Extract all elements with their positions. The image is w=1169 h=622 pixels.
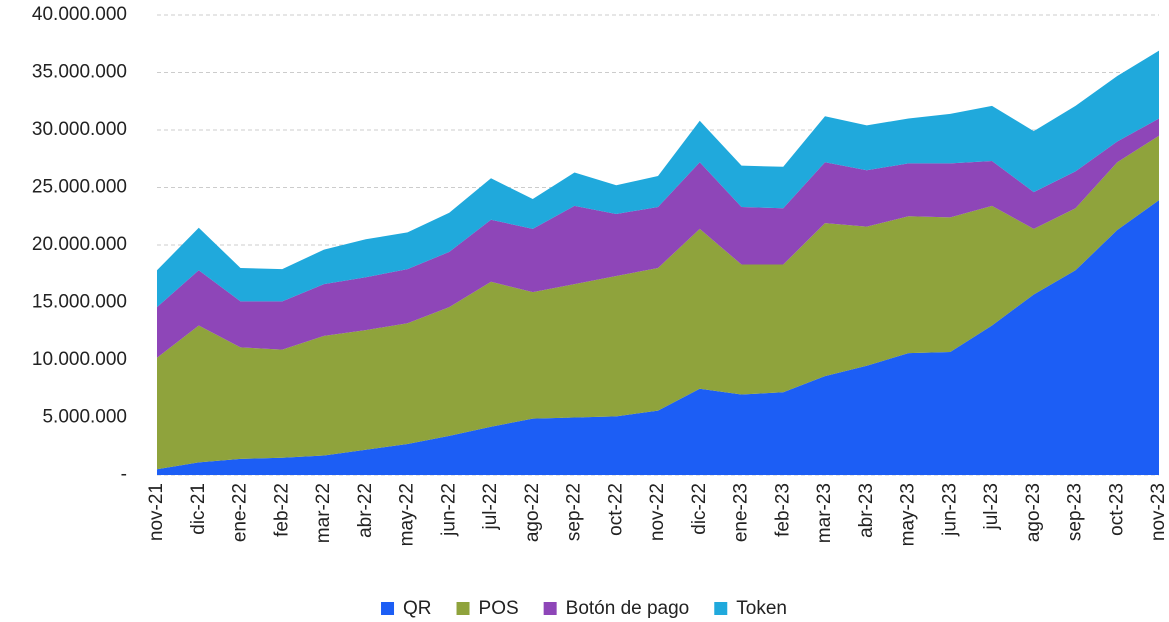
y-tick-label: 10.000.000: [32, 349, 127, 370]
y-tick-label: 30.000.000: [32, 119, 127, 140]
legend-label: QR: [403, 598, 432, 619]
x-tick-label: nov-21: [146, 483, 167, 541]
y-tick-label: 35.000.000: [32, 62, 127, 83]
x-tick-label: oct-22: [605, 483, 626, 536]
area: [157, 118, 1159, 358]
legend-label: POS: [479, 598, 519, 619]
legend-swatch: [543, 602, 557, 615]
x-tick-label: nov-23: [1148, 483, 1169, 541]
y-tick-label: 15.000.000: [32, 292, 127, 313]
x-tick-label: sep-22: [564, 483, 585, 541]
y-tick-label: 5.000.000: [42, 407, 127, 428]
x-tick-label: nov-22: [647, 483, 668, 541]
legend-label: Botón de pago: [566, 598, 690, 619]
area: [157, 50, 1159, 308]
x-tick-label: ene-23: [731, 483, 752, 542]
x-tick-label: abr-22: [355, 483, 376, 538]
y-tick-label: 40.000.000: [32, 4, 127, 25]
x-tick-label: ago-22: [522, 483, 543, 542]
legend-swatch: [714, 602, 728, 615]
x-tick-label: sep-23: [1065, 483, 1086, 541]
x-tick-label: jun-22: [438, 483, 459, 537]
x-tick-label: dic-22: [689, 483, 710, 535]
y-tick-label: 25.000.000: [32, 177, 127, 198]
x-tick-label: ene-22: [230, 483, 251, 542]
x-tick-label: feb-23: [772, 483, 793, 537]
x-tick-label: jul-23: [981, 483, 1002, 530]
x-tick-label: jun-23: [939, 483, 960, 537]
x-tick-label: may-22: [397, 483, 418, 546]
x-tick-label: feb-22: [271, 483, 292, 537]
y-tick-label: 20.000.000: [32, 234, 127, 255]
area: [157, 135, 1159, 470]
legend-swatch: [381, 602, 395, 615]
x-tick-label: oct-23: [1106, 483, 1127, 536]
x-tick-label: may-23: [898, 483, 919, 546]
x-tick-label: abr-23: [856, 483, 877, 538]
x-tick-label: ago-23: [1023, 483, 1044, 542]
x-tick-label: mar-23: [814, 483, 835, 543]
legend-swatch: [456, 602, 470, 615]
x-tick-label: mar-22: [313, 483, 334, 543]
x-tick-label: dic-21: [188, 483, 209, 535]
area: [157, 200, 1159, 475]
y-tick-label: -: [121, 464, 127, 485]
legend-label: Token: [736, 598, 787, 619]
x-tick-label: jul-22: [480, 483, 501, 530]
